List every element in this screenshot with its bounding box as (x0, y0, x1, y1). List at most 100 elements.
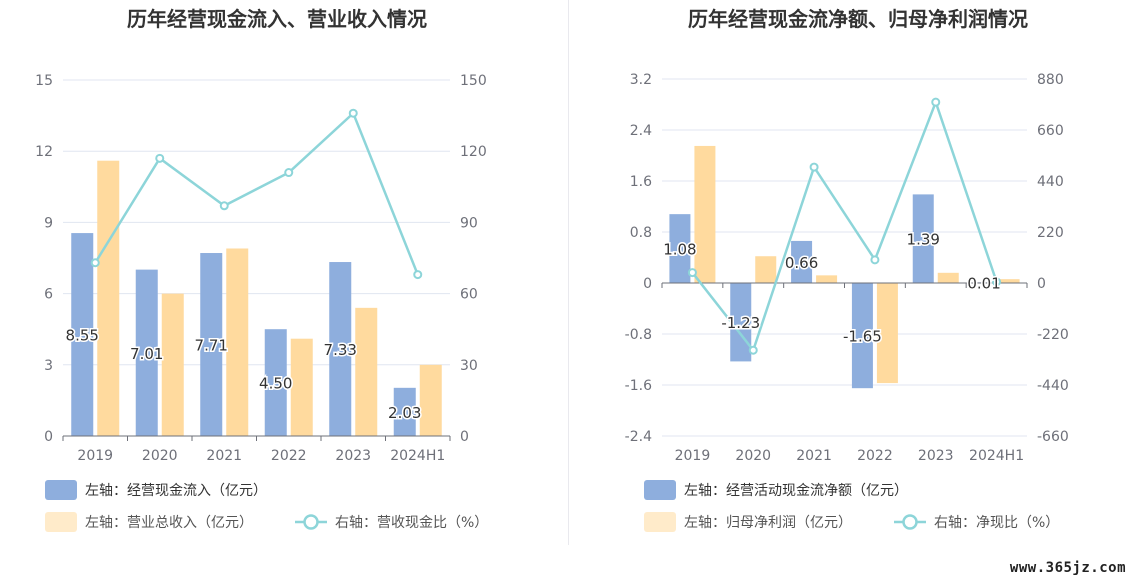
category-label: 2024H1 (390, 448, 445, 464)
legend-label: 右轴：净现比（%） (934, 515, 1059, 531)
panel-divider (568, 0, 569, 545)
bar-secondary (355, 307, 378, 436)
right-axis-tick-label: -440 (1037, 378, 1069, 394)
category-label: 2024H1 (969, 448, 1024, 464)
right-axis-tick-label: 0 (1037, 276, 1046, 292)
left-axis-tick-label: 12 (35, 144, 53, 160)
left-axis-tick-label: 0 (44, 429, 53, 445)
left-axis-tick-label: 3.2 (630, 72, 652, 88)
category-label: 2022 (271, 448, 307, 464)
left-axis-tick-label: 0 (643, 276, 652, 292)
left-axis-tick-label: 1.6 (630, 174, 652, 190)
ratio-point (992, 277, 1002, 287)
legend-swatch-point (303, 514, 319, 530)
left-axis-tick-label: 2.4 (630, 123, 652, 139)
bar-secondary (937, 272, 959, 283)
cash-inflow-revenue-chart: 历年经营现金流入、营业收入情况0369121503060901201502019… (35, 7, 488, 532)
ratio-point (155, 153, 165, 163)
left-axis-tick-label: 6 (44, 287, 53, 303)
bar-value-label: 8.55 (66, 327, 99, 345)
bar-primary (71, 233, 94, 436)
ratio-point (809, 162, 819, 172)
legend-label: 左轴：经营现金流入（亿元） (85, 483, 267, 499)
bar-value-label: 7.33 (324, 341, 357, 359)
ratio-point (219, 201, 229, 211)
category-label: 2020 (142, 448, 178, 464)
left-axis-tick-label: -1.6 (625, 378, 652, 394)
ratio-point (284, 168, 294, 178)
right-axis-tick-label: 150 (460, 73, 487, 89)
bar-primary (329, 262, 352, 436)
bar-value-label: 7.01 (130, 345, 163, 363)
right-axis-tick-label: 880 (1037, 72, 1064, 88)
legend-label: 左轴：归母净利润（亿元） (684, 514, 852, 531)
left-axis-tick-label: 15 (35, 73, 53, 89)
right-axis-tick-label: 90 (460, 215, 478, 231)
right-axis-tick-label: 440 (1037, 174, 1064, 190)
category-label: 2019 (675, 448, 711, 464)
bar-secondary (694, 145, 716, 283)
left-axis-tick-label: 3 (44, 358, 53, 374)
bar-secondary (755, 256, 777, 283)
bar-value-label: -1.23 (721, 314, 760, 332)
ratio-point (687, 268, 697, 278)
bar-secondary (876, 283, 898, 384)
chart-title: 历年经营现金流净额、归母净利润情况 (688, 7, 1028, 31)
bar-value-label: 1.39 (907, 231, 940, 249)
right-axis-tick-label: -220 (1037, 327, 1069, 343)
ratio-line (94, 111, 419, 276)
ratio-point (90, 258, 100, 268)
bar-value-label: 4.50 (259, 375, 292, 393)
bar-primary (264, 329, 287, 436)
legend-swatch-primary (45, 480, 77, 500)
legend-swatch-primary (644, 480, 676, 500)
category-label: 2022 (857, 448, 893, 464)
bar-secondary (290, 338, 313, 436)
left-axis-tick-label: -2.4 (625, 429, 652, 445)
category-label: 2023 (335, 448, 371, 464)
ratio-point (413, 270, 423, 280)
bar-secondary (161, 293, 184, 436)
category-label: 2023 (918, 448, 954, 464)
bar-secondary (998, 279, 1020, 283)
bar-secondary (226, 248, 249, 436)
chart-title: 历年经营现金流入、营业收入情况 (127, 7, 427, 31)
bar-value-label: 2.03 (388, 404, 421, 422)
right-axis-tick-label: 30 (460, 358, 478, 374)
bar-value-label: -1.65 (843, 328, 882, 346)
bar-primary (200, 253, 223, 436)
bar-primary (851, 283, 873, 389)
left-axis-tick-label: 0.8 (630, 225, 652, 241)
bar-value-label: 1.08 (663, 241, 696, 259)
legend-label: 左轴：营业总收入（亿元） (85, 515, 253, 531)
bar-secondary (419, 364, 442, 436)
legend-label: 左轴：经营活动现金流净额（亿元） (684, 483, 908, 499)
right-axis-tick-label: 220 (1037, 225, 1064, 241)
right-axis-tick-label: 120 (460, 144, 487, 160)
right-axis-tick-label: -660 (1037, 429, 1069, 445)
legend-swatch-secondary (45, 512, 77, 532)
net-cash-profit-chart: 历年经营现金流净额、归母净利润情况 -2.4 -1.6 -0.8 0 0.8 1.6 2.4 3… (625, 7, 1069, 532)
ratio-point (931, 97, 941, 107)
category-label: 2021 (796, 448, 832, 464)
legend-label: 右轴：营收现金比（%） (335, 515, 488, 531)
bar-value-label: 0.01 (967, 275, 1000, 293)
right-axis-tick-label: 660 (1037, 123, 1064, 139)
legend-swatch-point (902, 514, 918, 530)
left-axis-tick-label: -0.8 (625, 327, 652, 343)
bar-primary (791, 240, 813, 283)
legend-swatch-secondary (644, 512, 676, 532)
bar-primary (669, 214, 691, 283)
category-label: 2019 (77, 448, 113, 464)
left-axis-tick-label: 9 (44, 215, 53, 231)
ratio-point (348, 108, 358, 118)
bar-value-label: 7.71 (195, 337, 228, 355)
ratio-line (691, 98, 998, 353)
category-label: 2021 (206, 448, 242, 464)
right-axis-tick-label: 60 (460, 287, 478, 303)
bar-secondary (97, 160, 120, 436)
bar-primary (912, 194, 934, 283)
bar-secondary (816, 275, 838, 283)
watermark-text: www.365jz.com (1009, 560, 1126, 576)
